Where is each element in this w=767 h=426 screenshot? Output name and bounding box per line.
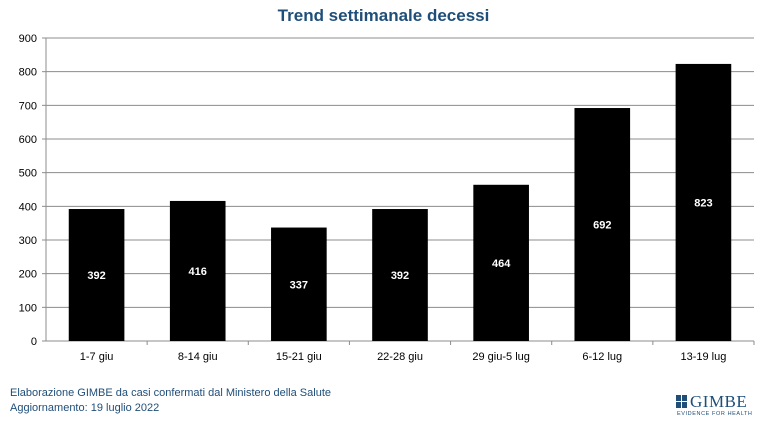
y-tick-label: 800 [19,67,37,79]
bar [169,200,226,341]
bar-value-label: 692 [593,220,611,232]
y-tick-label: 500 [19,168,37,180]
bar-value-label: 416 [189,266,207,278]
x-tick-label: 13-19 lug [680,351,726,363]
bar [675,63,732,341]
chart-title: Trend settimanale decessi [277,6,490,25]
y-tick-label: 200 [19,269,37,281]
x-tick-label: 22-28 giu [377,351,423,363]
y-tick-label: 600 [19,134,37,146]
y-tick-label: 300 [19,235,37,247]
bar-value-label: 823 [694,197,712,209]
bar-value-label: 392 [391,270,409,282]
bar [271,227,327,341]
bar [473,184,529,341]
logo-tagline: EVIDENCE FOR HEALTH [677,411,753,417]
bar-value-label: 392 [87,270,105,282]
bar-value-label: 464 [492,258,511,270]
bar-value-label: 337 [290,279,308,291]
bar [372,209,428,341]
gimbe-logo: GIMBE EVIDENCE FOR HEALTH [676,392,758,419]
bar [68,209,125,341]
x-tick-label: 6-12 lug [582,351,622,363]
gimbe-logo-icon [676,395,687,408]
y-tick-label: 900 [19,33,37,45]
y-tick-label: 100 [19,302,37,314]
x-tick-label: 29 giu-5 lug [472,351,530,363]
y-tick-label: 400 [19,201,37,213]
logo-wordmark: GIMBE [690,392,748,411]
x-tick-label: 15-21 giu [276,351,322,363]
x-tick-label: 8-14 giu [178,351,218,363]
bar [574,108,631,341]
footer-source: Elaborazione GIMBE da casi confermati da… [10,387,331,399]
y-tick-label: 700 [19,100,37,112]
footer-updated: Aggiornamento: 19 luglio 2022 [10,402,160,414]
y-tick-label: 0 [31,336,37,348]
x-tick-label: 1-7 giu [80,351,114,363]
